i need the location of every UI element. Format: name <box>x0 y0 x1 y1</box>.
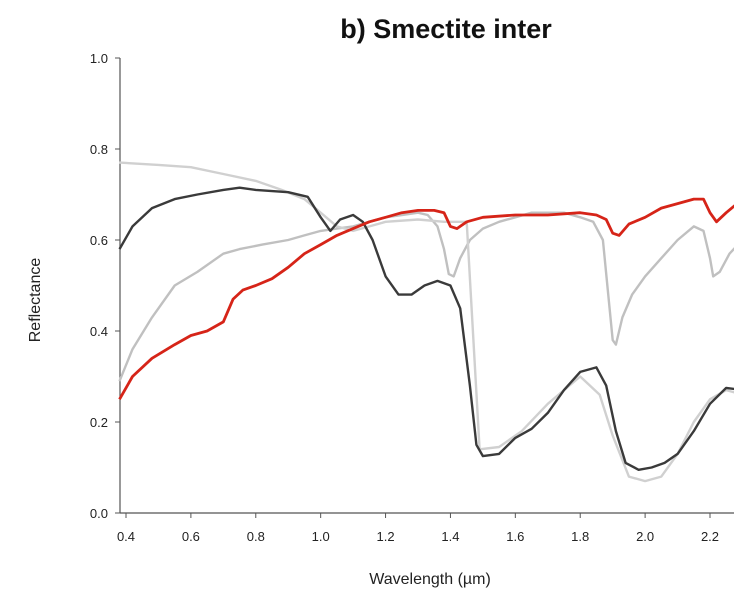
y-tick-label: 0.6 <box>90 233 108 248</box>
spectrum-line-4 <box>118 197 734 400</box>
x-tick-label: 1.6 <box>506 529 524 544</box>
chart-title: b) Smectite inter <box>340 14 552 44</box>
y-tick-group: 0.0 0.2 0.4 0.6 0.8 1.0 <box>90 51 120 521</box>
y-tick-label: 0.4 <box>90 324 108 339</box>
series-layer <box>118 161 734 483</box>
x-tick-label: 2.0 <box>636 529 654 544</box>
y-tick-label: 1.0 <box>90 51 108 66</box>
x-tick-label: 1.0 <box>312 529 330 544</box>
x-tick-label: 0.6 <box>182 529 200 544</box>
y-tick-label: 0.8 <box>90 142 108 157</box>
x-tick-group: 0.4 0.6 0.8 1.0 1.2 1.4 1.6 1.8 2.0 2.2 <box>117 513 719 544</box>
x-tick-label: 1.8 <box>571 529 589 544</box>
plot-area: 0.4 0.6 0.8 1.0 1.2 1.4 1.6 1.8 2.0 2.2 0.0 0.2 0.4… <box>90 51 734 544</box>
x-tick-label: 0.8 <box>247 529 265 544</box>
y-axis-label: Reflectance <box>27 258 44 343</box>
x-tick-label: 0.4 <box>117 529 135 544</box>
x-axis-label: Wavelength (µm) <box>369 571 491 588</box>
x-tick-label: 1.4 <box>441 529 459 544</box>
y-tick-label: 0.0 <box>90 506 108 521</box>
x-tick-label: 2.2 <box>701 529 719 544</box>
y-tick-label: 0.2 <box>90 415 108 430</box>
spectrum-line-1 <box>118 211 734 382</box>
spectrum-line-3 <box>118 186 734 471</box>
x-tick-label: 1.2 <box>377 529 395 544</box>
